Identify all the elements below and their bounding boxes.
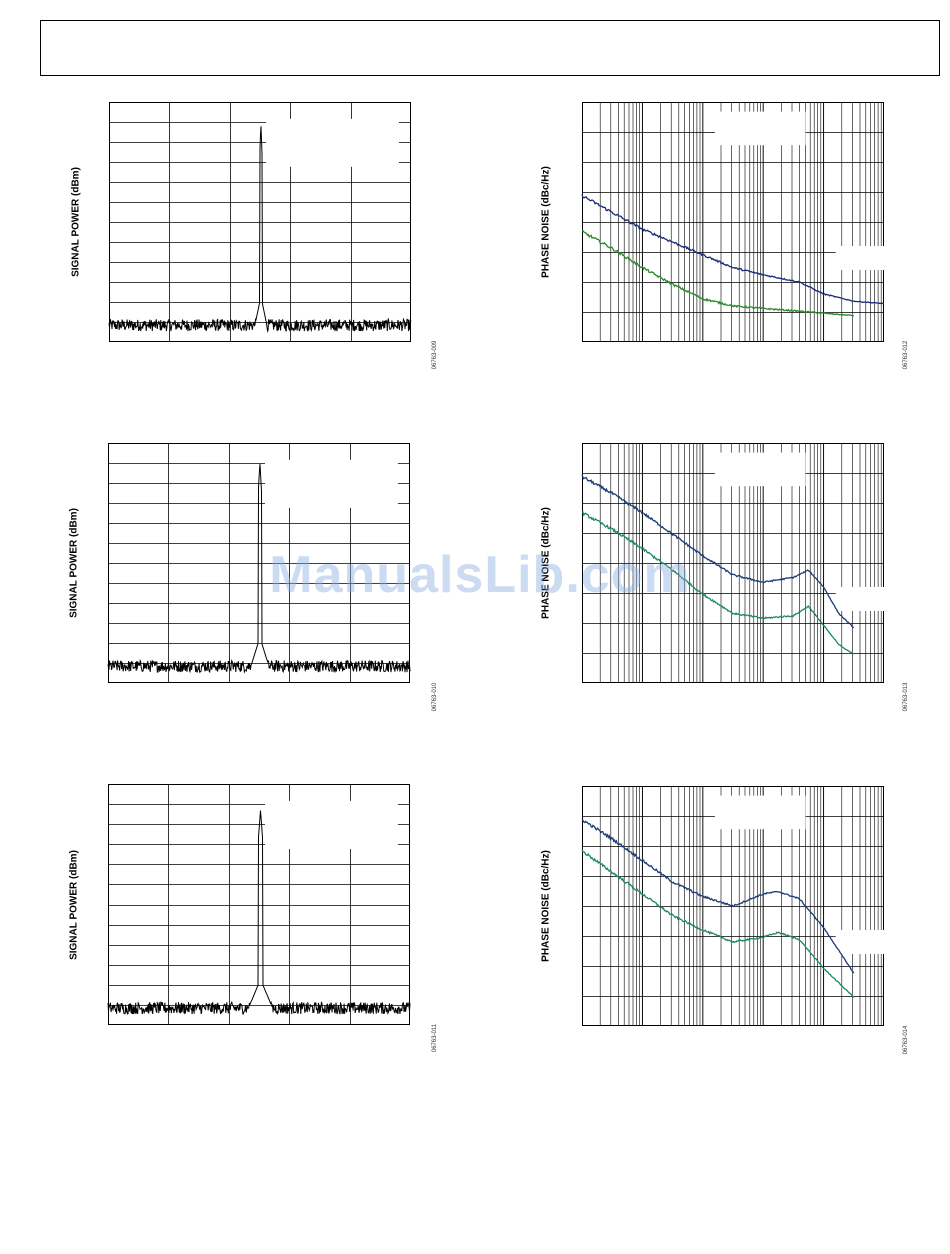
phase-noise-chart-2-ylabel: PHASE NOISE (dBc/Hz) xyxy=(540,507,552,619)
page-header-box xyxy=(40,20,940,76)
spectrum-chart-1-ylabel: SIGNAL POWER (dBm) xyxy=(70,167,82,277)
spectrum-chart-1-figure-id: 06763-009 xyxy=(432,340,438,370)
legend-area xyxy=(714,111,806,146)
annotation-area xyxy=(835,246,884,270)
phase-noise-chart-1-ylabel: PHASE NOISE (dBc/Hz) xyxy=(540,166,552,278)
legend-area xyxy=(714,795,806,830)
phase-noise-chart-3 xyxy=(581,786,884,1026)
phase-noise-chart-1-figure-id: 06763-012 xyxy=(903,340,909,370)
spectrum-chart-2-ylabel: SIGNAL POWER (dBm) xyxy=(68,508,80,618)
legend-area xyxy=(265,459,398,508)
phase-noise-trace-1 xyxy=(581,818,855,974)
legend-area xyxy=(714,452,806,487)
phase-noise-chart-2 xyxy=(581,443,884,683)
phase-noise-chart-3-ylabel: PHASE NOISE (dBc/Hz) xyxy=(540,850,552,962)
phase-noise-chart-2-figure-id: 06763-013 xyxy=(903,682,909,712)
phase-noise-trace-1 xyxy=(581,474,855,629)
annotation-area xyxy=(835,930,884,954)
phase-noise-trace-1 xyxy=(581,194,885,305)
spectrum-chart-3-figure-id: 06763-011 xyxy=(432,1023,438,1053)
spectrum-trace xyxy=(107,463,411,674)
legend-area xyxy=(265,800,398,850)
phase-noise-trace-2 xyxy=(581,511,855,655)
phase-noise-chart-1 xyxy=(581,102,885,342)
annotation-area xyxy=(835,587,884,611)
legend-area xyxy=(266,118,399,167)
spectrum-chart-2-figure-id: 06763-010 xyxy=(432,682,438,712)
phase-noise-trace-2 xyxy=(581,849,855,998)
spectrum-trace xyxy=(108,126,412,333)
spectrum-chart-1 xyxy=(108,102,412,342)
phase-noise-trace-2 xyxy=(581,230,854,317)
spectrum-trace xyxy=(107,810,411,1016)
spectrum-chart-3-ylabel: SIGNAL POWER (dBm) xyxy=(68,850,80,960)
phase-noise-chart-3-figure-id: 06763-014 xyxy=(903,1025,909,1055)
spectrum-chart-3 xyxy=(107,784,411,1025)
spectrum-chart-2 xyxy=(107,443,411,683)
